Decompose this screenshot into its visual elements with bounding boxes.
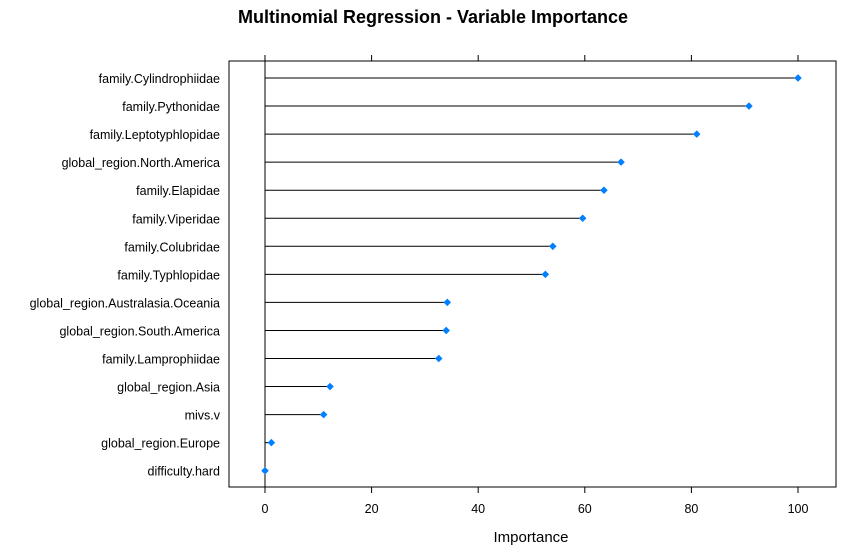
importance-point — [541, 270, 550, 279]
category-label: mivs.v — [185, 409, 221, 423]
row-global_region.Australasia.Oceania: global_region.Australasia.Oceania — [30, 296, 452, 310]
plot-frame — [228, 60, 837, 488]
x-tick-label-40: 40 — [471, 502, 485, 516]
row-family.Leptotyphlopidae: family.Leptotyphlopidae — [90, 128, 701, 142]
importance-point — [442, 326, 450, 335]
row-family.Lamprophiidae: family.Lamprophiidae — [102, 353, 443, 367]
bottom-tick-marks — [264, 487, 799, 493]
importance-point — [578, 214, 587, 223]
importance-point — [326, 382, 334, 391]
row-family.Pythonidae: family.Pythonidae — [122, 100, 753, 114]
category-label: global_region.North.America — [62, 156, 220, 170]
category-label: global_region.Asia — [117, 381, 220, 395]
row-difficulty.hard: difficulty.hard — [148, 465, 269, 479]
row-global_region.Asia: global_region.Asia — [117, 381, 334, 395]
importance-point — [443, 298, 452, 307]
x-tick-labels: 0 20 40 60 80 100 — [262, 502, 809, 516]
importance-point — [434, 354, 443, 363]
row-family.Cylindrophiidae: family.Cylindrophiidae — [99, 72, 802, 86]
category-label: family.Leptotyphlopidae — [90, 128, 220, 142]
row-family.Typhlopidae: family.Typhlopidae — [117, 268, 550, 282]
x-tick-label-20: 20 — [365, 502, 379, 516]
importance-point — [692, 130, 701, 138]
importance-point — [745, 102, 753, 110]
importance-point — [319, 410, 328, 419]
x-tick-label-100: 100 — [788, 502, 809, 516]
x-axis-title: Importance — [493, 529, 568, 546]
row-family.Elapidae: family.Elapidae — [136, 184, 608, 198]
category-label: difficulty.hard — [148, 465, 221, 479]
category-label: family.Colubridae — [124, 240, 220, 254]
x-tick-label-0: 0 — [262, 502, 269, 516]
category-label: family.Viperidae — [132, 212, 220, 226]
row-family.Colubridae: family.Colubridae — [124, 240, 557, 254]
importance-point — [617, 158, 625, 166]
importance-point — [261, 466, 269, 475]
importance-point — [549, 242, 557, 251]
category-label: family.Pythonidae — [122, 100, 220, 114]
row-global_region.South.America: global_region.South.America — [59, 324, 450, 338]
x-tick-label-80: 80 — [684, 502, 698, 516]
row-mivs.v: mivs.v — [185, 409, 328, 423]
importance-point — [600, 186, 608, 194]
category-label: family.Cylindrophiidae — [99, 72, 220, 86]
importance-rows: family.Cylindrophiidae family.Pythonidae f… — [30, 72, 802, 479]
row-global_region.North.America: global_region.North.America — [62, 156, 625, 170]
row-family.Viperidae: family.Viperidae — [132, 212, 587, 226]
chart-title: Multinomial Regression - Variable Import… — [238, 7, 628, 27]
category-label: family.Lamprophiidae — [102, 353, 220, 367]
importance-point — [794, 74, 802, 82]
x-tick-label-60: 60 — [578, 502, 592, 516]
category-label: global_region.South.America — [59, 324, 220, 338]
category-label: global_region.Australasia.Oceania — [30, 296, 220, 310]
category-label: family.Elapidae — [136, 184, 220, 198]
category-label: global_region.Europe — [101, 437, 220, 451]
importance-point — [267, 438, 276, 447]
top-tick-marks — [264, 55, 799, 61]
row-global_region.Europe: global_region.Europe — [101, 437, 276, 451]
category-label: family.Typhlopidae — [117, 268, 220, 282]
